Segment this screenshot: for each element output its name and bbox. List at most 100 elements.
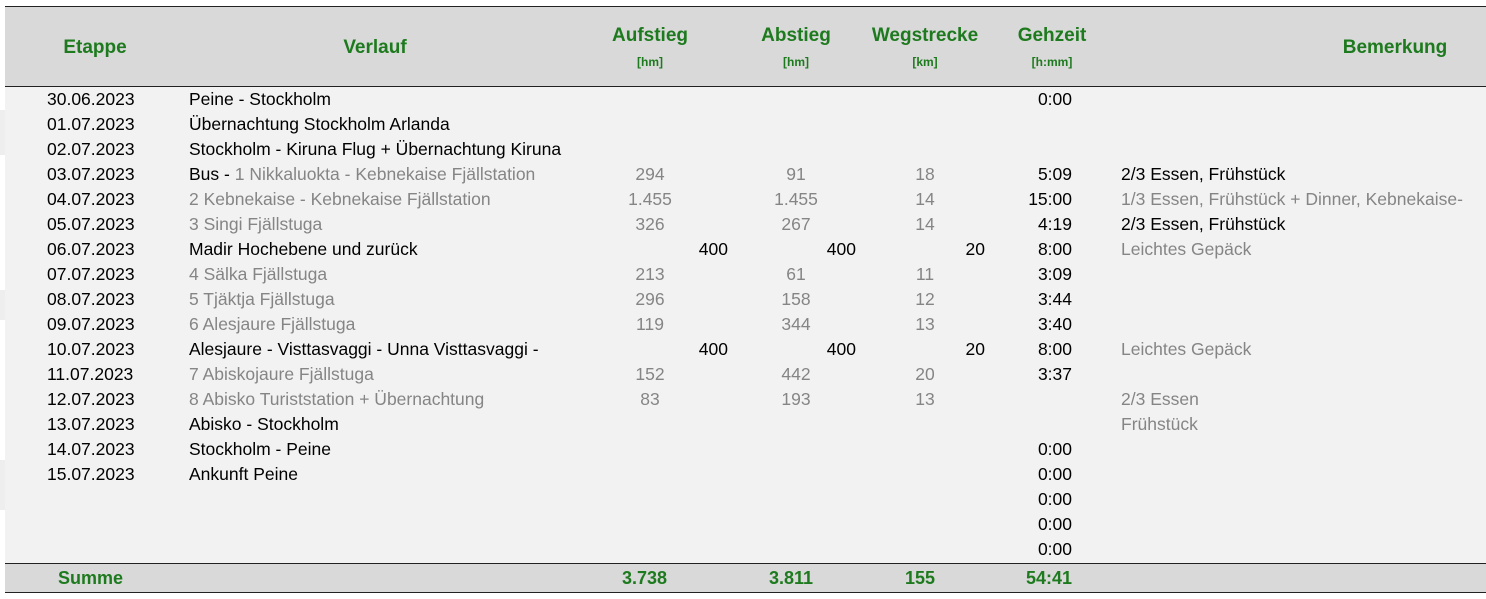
cell-aufstieg: 400 bbox=[698, 239, 728, 259]
cell-date: 13.07.2023 bbox=[47, 414, 135, 434]
cell-date: 08.07.2023 bbox=[47, 289, 135, 309]
cell-gehzeit: 0:00 bbox=[1037, 89, 1072, 109]
cell-date: 10.07.2023 bbox=[47, 339, 135, 359]
cell-wegstrecke: 20 bbox=[915, 364, 935, 384]
cell-wegstrecke: 13 bbox=[915, 389, 935, 409]
col-abstieg[interactable]: Abstieg bbox=[761, 25, 831, 46]
cell-gehzeit: 4:19 bbox=[1037, 214, 1072, 234]
cell-bemerkung: 2/3 Essen, Frühstück bbox=[1121, 164, 1286, 184]
cell-date: 09.07.2023 bbox=[47, 314, 135, 334]
route-text: Übernachtung Stockholm Arlanda bbox=[189, 114, 450, 134]
cell-aufstieg: 326 bbox=[635, 214, 665, 234]
cell-aufstieg: 1.455 bbox=[628, 189, 672, 209]
cell-aufstieg: 400 bbox=[698, 339, 728, 359]
summary-wegstrecke: 155 bbox=[905, 568, 936, 588]
cell-route: 2 Kebnekaise - Kebnekaise Fjällstation bbox=[189, 187, 491, 212]
cell-gehzeit: 5:09 bbox=[1037, 164, 1072, 184]
summary-aufstieg: 3.738 bbox=[622, 568, 668, 588]
cell-abstieg: 400 bbox=[826, 339, 856, 359]
cell-abstieg: 267 bbox=[781, 214, 811, 234]
cell-wegstrecke: 14 bbox=[915, 214, 935, 234]
table-header: Etappe Verlauf Aufstieg [hm] Abstieg Weg… bbox=[5, 7, 1486, 87]
cell-gehzeit: 8:00 bbox=[1037, 239, 1072, 259]
cell-route: Bus - 1 Nikkaluokta - Kebnekaise Fjällst… bbox=[189, 162, 535, 187]
col-verlauf[interactable]: Verlauf bbox=[343, 37, 407, 58]
cell-gehzeit: 15:00 bbox=[1028, 189, 1072, 209]
cell-gehzeit: 8:00 bbox=[1037, 339, 1072, 359]
cell-aufstieg: 119 bbox=[636, 314, 664, 334]
cell-date: 11.07.2023 bbox=[47, 364, 134, 384]
cell-gehzeit: 0:00 bbox=[1037, 489, 1072, 509]
cell-gehzeit: 0:00 bbox=[1037, 439, 1072, 459]
col-bemerkung[interactable]: Bemerkung bbox=[1342, 37, 1448, 58]
cell-wegstrecke: 12 bbox=[915, 289, 935, 309]
cell-route: Übernachtung Stockholm Arlanda bbox=[189, 112, 450, 137]
summary-label: Summe bbox=[58, 568, 124, 588]
cell-aufstieg: 296 bbox=[635, 289, 665, 309]
cell-gehzeit: 3:44 bbox=[1037, 289, 1072, 309]
route-text: Stockholm - Peine bbox=[189, 439, 332, 459]
cell-bemerkung: Frühstück bbox=[1121, 414, 1198, 434]
cell-route: Stockholm - Peine bbox=[189, 437, 331, 462]
col-wegstrecke[interactable]: Wegstrecke bbox=[871, 25, 979, 46]
cell-route: Stockholm - Kiruna Flug + Übernachtung K… bbox=[189, 137, 561, 162]
route-text: Peine - Stockholm bbox=[189, 89, 332, 109]
unit-abstieg: [hm] bbox=[783, 55, 809, 69]
cell-gehzeit: 0:00 bbox=[1037, 464, 1072, 484]
cell-bemerkung: 2/3 Essen, Frühstück bbox=[1121, 214, 1286, 234]
col-etappe[interactable]: Etappe bbox=[63, 37, 127, 58]
trip-table: Etappe Verlauf Aufstieg [hm] Abstieg Weg… bbox=[5, 6, 1486, 593]
cell-abstieg: 158 bbox=[781, 289, 811, 309]
cell-bemerkung: 1/3 Essen, Frühstück + Dinner, Kebnekais… bbox=[1121, 189, 1463, 209]
cell-date: 12.07.2023 bbox=[47, 389, 135, 409]
cell-abstieg: 91 bbox=[786, 164, 806, 184]
col-gehzeit[interactable]: Gehzeit bbox=[1017, 25, 1087, 46]
cell-date: 01.07.2023 bbox=[47, 114, 135, 134]
route-prefix: Bus - bbox=[189, 164, 235, 184]
cell-wegstrecke: 20 bbox=[965, 239, 985, 259]
cell-abstieg: 400 bbox=[826, 239, 856, 259]
cell-aufstieg: 83 bbox=[640, 389, 660, 409]
cell-abstieg: 442 bbox=[781, 364, 811, 384]
cell-route: 6 Alesjaure Fjällstuga bbox=[189, 312, 355, 337]
route-text: 1 Nikkaluokta - Kebnekaise Fjällstation bbox=[234, 164, 536, 184]
summary-abstieg: 3.811 bbox=[769, 568, 814, 588]
cell-date: 07.07.2023 bbox=[47, 264, 135, 284]
route-text: 4 Sälka Fjällstuga bbox=[189, 264, 328, 284]
cell-abstieg: 1.455 bbox=[774, 189, 818, 209]
route-text: Abisko - Stockholm bbox=[189, 414, 339, 434]
summary-row: Summe 3.738 3.811 155 54:41 bbox=[5, 563, 1486, 592]
cell-wegstrecke: 13 bbox=[915, 314, 935, 334]
cell-date: 15.07.2023 bbox=[47, 464, 135, 484]
cell-gehzeit: 3:09 bbox=[1037, 264, 1072, 284]
cell-date: 03.07.2023 bbox=[47, 164, 135, 184]
cell-date: 06.07.2023 bbox=[47, 239, 135, 259]
cell-aufstieg: 152 bbox=[635, 364, 665, 384]
unit-wegstrecke: [km] bbox=[912, 55, 938, 69]
cell-route: Alesjaure - Visttasvaggi - Unna Visttasv… bbox=[189, 337, 539, 362]
cell-wegstrecke: 18 bbox=[915, 164, 935, 184]
cell-wegstrecke: 20 bbox=[965, 339, 985, 359]
cell-aufstieg: 213 bbox=[635, 264, 665, 284]
cell-abstieg: 61 bbox=[786, 264, 806, 284]
route-text: 7 Abiskojaure Fjällstuga bbox=[189, 364, 374, 384]
cell-route: 5 Tjäktja Fjällstuga bbox=[189, 287, 335, 312]
cell-date: 14.07.2023 bbox=[47, 439, 135, 459]
route-text: 8 Abisko Turiststation + Übernachtung bbox=[189, 389, 485, 409]
cell-route: 3 Singi Fjällstuga bbox=[189, 212, 322, 237]
unit-gehzeit: [h:mm] bbox=[1031, 55, 1073, 69]
cell-gehzeit: 3:40 bbox=[1037, 314, 1072, 334]
cell-gehzeit: 3:37 bbox=[1037, 364, 1072, 384]
cell-wegstrecke: 14 bbox=[915, 189, 935, 209]
cell-route: 4 Sälka Fjällstuga bbox=[189, 262, 327, 287]
unit-aufstieg: [hm] bbox=[637, 55, 663, 69]
cell-route: Madir Hochebene und zurück bbox=[189, 237, 418, 262]
cell-date: 02.07.2023 bbox=[47, 139, 135, 159]
col-aufstieg[interactable]: Aufstieg bbox=[612, 25, 688, 46]
cell-date: 30.06.2023 bbox=[47, 89, 135, 109]
route-text: Alesjaure - Visttasvaggi - Unna Visttasv… bbox=[189, 339, 539, 359]
cell-route: 7 Abiskojaure Fjällstuga bbox=[189, 362, 374, 387]
cell-bemerkung: Leichtes Gepäck bbox=[1121, 239, 1252, 259]
cell-route: Abisko - Stockholm bbox=[189, 412, 339, 437]
cell-abstieg: 344 bbox=[781, 314, 811, 334]
